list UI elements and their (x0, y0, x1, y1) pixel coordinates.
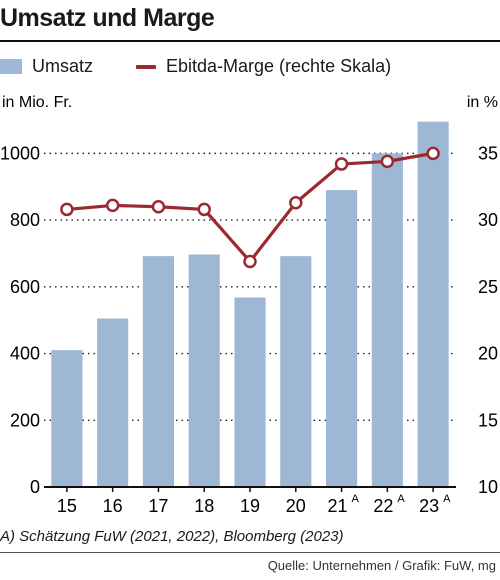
left-axis-label: in Mio. Fr. (2, 94, 72, 111)
line-point (243, 254, 257, 269)
left-tick-label: 200 (10, 410, 40, 430)
line-point (289, 195, 303, 210)
left-tick-label: 400 (10, 344, 40, 364)
right-axis-label: in % (467, 94, 498, 111)
bar (142, 256, 175, 487)
x-tick-superscript: A (443, 493, 451, 505)
legend-item-umsatz: Umsatz (0, 56, 93, 77)
legend-label-umsatz: Umsatz (32, 56, 94, 76)
x-tick-label: 20 (286, 496, 306, 516)
legend-item-marge: Ebitda-Marge (rechte Skala) (136, 56, 391, 77)
legend-label-marge: Ebitda-Marge (rechte Skala) (166, 56, 392, 76)
x-tick-superscript: A (352, 493, 360, 505)
x-tick-label: 15 (57, 496, 77, 516)
bar (371, 153, 403, 487)
x-tick-label: 18 (194, 496, 214, 516)
line-point (380, 154, 395, 169)
legend-line-swatch (136, 64, 156, 69)
x-tick-label: 19 (240, 496, 260, 516)
line-point (60, 202, 74, 217)
right-tick-label: 15 (478, 410, 498, 430)
right-tick-label: 25 (478, 277, 498, 297)
line-point (334, 157, 349, 171)
right-tick-label: 30 (478, 210, 498, 230)
x-tick-label: 22 (373, 496, 393, 516)
bar (97, 318, 129, 487)
x-tick-label: 23 (419, 496, 439, 516)
x-tick-label: 21 (328, 496, 348, 516)
left-tick-label: 800 (10, 210, 40, 230)
right-tick-label: 10 (478, 477, 498, 497)
left-tick-label: 1000 (0, 143, 40, 163)
right-tick-label: 20 (478, 344, 498, 364)
x-tick-label: 17 (148, 496, 168, 516)
chart-title: Umsatz und Marge (0, 4, 215, 32)
left-tick-label: 0 (30, 477, 40, 497)
left-tick-label: 600 (10, 277, 40, 297)
bar (234, 297, 266, 487)
bar (325, 190, 358, 487)
footnote: A) Schätzung FuW (2021, 2022), Bloomberg… (0, 528, 344, 545)
source-credit: Quelle: Unternehmen / Grafik: FuW, mg (267, 558, 496, 573)
bar (280, 256, 312, 487)
line-point (426, 146, 440, 161)
right-tick-label: 35 (478, 143, 498, 163)
line-point (105, 198, 120, 213)
title-divider (0, 40, 500, 42)
legend-bar-swatch (0, 59, 22, 74)
bar (51, 350, 83, 487)
bar (417, 121, 449, 487)
line-point (197, 202, 211, 217)
bar (188, 254, 220, 487)
x-tick-superscript: A (397, 493, 405, 505)
x-tick-label: 16 (103, 496, 123, 516)
line-point (151, 199, 166, 214)
chart-plot: in Mio. Fr. in % 0 200 400 600 800 1000 10 15 20… (0, 94, 498, 516)
source-divider (0, 552, 500, 553)
